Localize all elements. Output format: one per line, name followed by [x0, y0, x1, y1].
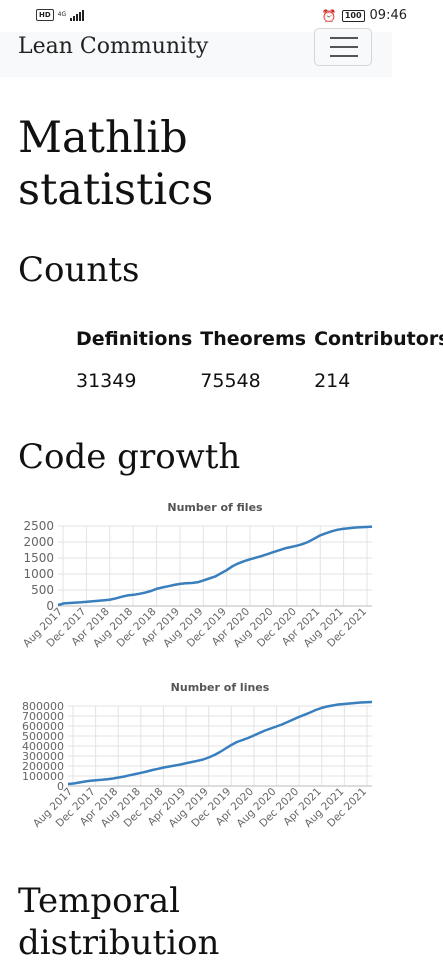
- y-tick-label: 1500: [23, 551, 54, 565]
- y-tick-label: 2500: [23, 519, 54, 533]
- theorems-value: 75548: [200, 370, 261, 392]
- status-left: HD 4G: [36, 9, 85, 21]
- chart-title: Number of files: [167, 501, 263, 514]
- battery-icon: 100: [341, 9, 365, 22]
- y-tick-label: 100000: [22, 770, 64, 783]
- contributors-value: 214: [314, 370, 351, 392]
- chart-title: Number of lines: [171, 681, 270, 694]
- y-tick-label: 0: [46, 599, 54, 613]
- code-growth-heading: Code growth: [18, 437, 241, 477]
- y-tick-label: 500000: [22, 730, 64, 743]
- y-tick-label: 2000: [23, 535, 54, 549]
- y-tick-label: 0: [57, 780, 64, 793]
- definitions-value: 31349: [76, 370, 137, 392]
- col-header-contributors: Contributors: [314, 328, 443, 350]
- counts-table: Definitions Theorems Contributors 31349 …: [72, 326, 443, 394]
- counts-heading: Counts: [18, 250, 140, 290]
- col-header-theorems: Theorems: [200, 328, 307, 350]
- temporal-heading-line2: distribution: [18, 923, 220, 963]
- col-header-definitions: Definitions: [76, 328, 193, 350]
- series-line: [57, 525, 373, 607]
- temporal-heading-line1: Temporal: [18, 881, 181, 921]
- hamburger-icon: [330, 37, 358, 64]
- hd-icon: HD: [36, 9, 54, 21]
- y-tick-label: 300000: [22, 750, 64, 763]
- signal-icon: [70, 9, 85, 21]
- page-title: Mathlib statistics: [18, 112, 213, 216]
- y-tick-label: 600000: [22, 720, 64, 733]
- series-line: [67, 700, 373, 786]
- counts-header-row: Definitions Theorems Contributors: [72, 326, 443, 368]
- clock: 09:46: [369, 8, 407, 23]
- y-tick-label: 1000: [23, 567, 54, 581]
- menu-toggle-button[interactable]: [314, 28, 372, 66]
- network-type: 4G: [57, 11, 67, 18]
- status-right: ⏰ 100 09:46: [322, 8, 407, 23]
- y-tick-label: 200000: [22, 760, 64, 773]
- page-title-line1: Mathlib: [18, 113, 188, 163]
- y-tick-label: 800000: [22, 700, 64, 713]
- y-tick-label: 400000: [22, 740, 64, 753]
- y-tick-label: 500: [31, 583, 54, 597]
- y-tick-label: 700000: [22, 710, 64, 723]
- brand-link[interactable]: Lean Community: [18, 34, 209, 59]
- alarm-icon: ⏰: [321, 8, 337, 23]
- status-bar: HD 4G ⏰ 100 09:46: [0, 0, 443, 32]
- page-title-line2: statistics: [18, 165, 214, 215]
- temporal-distribution-heading: Temporal distribution: [18, 880, 219, 964]
- counts-value-row: 31349 75548 214: [72, 368, 443, 394]
